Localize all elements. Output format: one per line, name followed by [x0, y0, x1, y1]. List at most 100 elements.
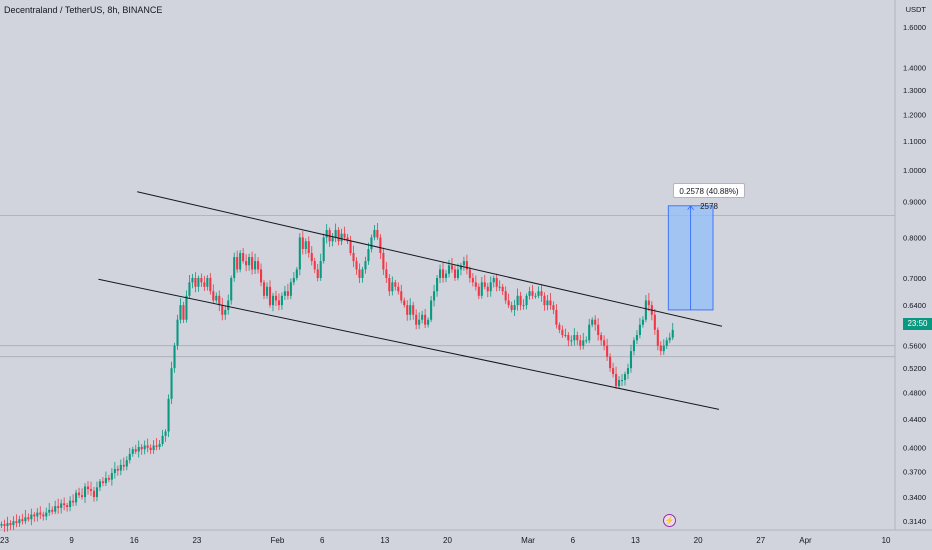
- candle-body: [72, 500, 75, 503]
- candle-body: [540, 291, 543, 296]
- candle-body: [33, 514, 36, 517]
- candle-body: [98, 481, 101, 488]
- candle-body: [63, 503, 66, 506]
- candle-body: [51, 509, 54, 512]
- candle-body: [188, 282, 191, 296]
- candle-body: [337, 229, 340, 242]
- candle-body: [364, 261, 367, 270]
- candle-body: [546, 300, 549, 306]
- candle-body: [504, 291, 507, 301]
- candle-body: [143, 445, 146, 450]
- candle-body: [212, 291, 215, 301]
- channel-trendline: [137, 191, 723, 327]
- candle-body: [486, 286, 489, 292]
- candle-body: [376, 229, 379, 238]
- candle-body: [36, 512, 39, 517]
- measure-arrow-head: [687, 205, 694, 211]
- candle-body: [615, 374, 618, 387]
- candle-body: [516, 295, 519, 306]
- candle-body: [340, 233, 343, 242]
- candle-body: [155, 445, 158, 447]
- candle-body: [277, 300, 280, 306]
- candle-body: [349, 241, 352, 254]
- candle-body: [606, 345, 609, 357]
- candle-body: [167, 398, 170, 432]
- candle-body: [283, 291, 286, 296]
- time-tick-label: 2023: [0, 536, 9, 545]
- candle-body: [534, 295, 537, 297]
- candle-body: [101, 481, 104, 484]
- price-tick-label: 1.1000: [903, 137, 926, 146]
- candle-body: [382, 253, 385, 270]
- candle-body: [194, 277, 197, 287]
- candle-body: [254, 261, 257, 270]
- candle-body: [468, 269, 471, 278]
- candle-body: [259, 269, 263, 283]
- price-tick-label: 0.3700: [903, 467, 926, 476]
- time-tick-label: 13: [631, 536, 640, 545]
- candle-body: [662, 345, 665, 352]
- candle-body: [477, 286, 480, 296]
- candle-body: [54, 506, 57, 512]
- candle-body: [6, 523, 9, 527]
- candle-body: [644, 300, 647, 320]
- candle-body: [316, 269, 319, 278]
- candle-body: [206, 277, 209, 287]
- candle-body: [355, 261, 358, 270]
- candle-body: [60, 503, 63, 508]
- candle-body: [567, 335, 570, 341]
- candle-body: [221, 305, 224, 315]
- candle-body: [495, 277, 498, 287]
- candle-body: [632, 340, 636, 352]
- candle-body: [57, 506, 60, 508]
- candle-body: [397, 286, 400, 292]
- candle-body: [134, 449, 137, 452]
- candle-body: [456, 269, 459, 278]
- candle-body: [113, 468, 116, 474]
- candle-body: [224, 309, 227, 315]
- price-tick-label: 1.6000: [903, 23, 926, 32]
- candle-body: [242, 253, 245, 262]
- candle-body: [15, 521, 18, 524]
- candle-body: [522, 305, 525, 307]
- candle-body: [92, 490, 96, 498]
- candle-body: [331, 237, 334, 242]
- lightning-icon[interactable]: ⚡: [663, 514, 676, 527]
- candle-body: [185, 295, 188, 320]
- measure-tool-label[interactable]: 0.2578 (40.88%) 2578: [673, 183, 745, 211]
- candle-body: [227, 300, 230, 310]
- candle-body: [352, 253, 355, 262]
- candle-body: [588, 324, 591, 341]
- candle-body: [140, 446, 143, 450]
- candle-body: [107, 478, 110, 480]
- candle-body: [501, 286, 504, 292]
- candle-body: [110, 473, 113, 480]
- candle-body: [343, 233, 346, 238]
- candle-body: [531, 291, 534, 296]
- candle-body: [418, 319, 421, 325]
- candle-body: [119, 464, 122, 471]
- candle-body: [86, 486, 90, 490]
- time-tick-label: Feb: [271, 536, 285, 545]
- time-tick-label: 10: [882, 536, 891, 545]
- candle-body: [170, 368, 173, 399]
- candle-body: [412, 305, 415, 315]
- candle-body: [626, 368, 630, 375]
- candle-body: [18, 519, 21, 524]
- candle-body: [653, 314, 656, 330]
- time-tick-label: Apr: [799, 536, 812, 545]
- candle-body: [462, 261, 465, 266]
- candle-body: [388, 277, 391, 292]
- price-tick-label: 1.0000: [903, 166, 926, 175]
- candle-body: [239, 253, 242, 270]
- candle-body: [507, 300, 510, 306]
- candle-body: [39, 512, 42, 515]
- candle-body: [415, 314, 418, 325]
- time-tick-label: 9: [69, 536, 74, 545]
- price-tick-label: 0.3140: [903, 517, 926, 526]
- candle-body: [9, 523, 12, 526]
- candle-body: [647, 300, 650, 306]
- candle-body: [444, 273, 448, 278]
- symbol-title[interactable]: Decentraland / TetherUS, 8h, BINANCE: [4, 5, 163, 15]
